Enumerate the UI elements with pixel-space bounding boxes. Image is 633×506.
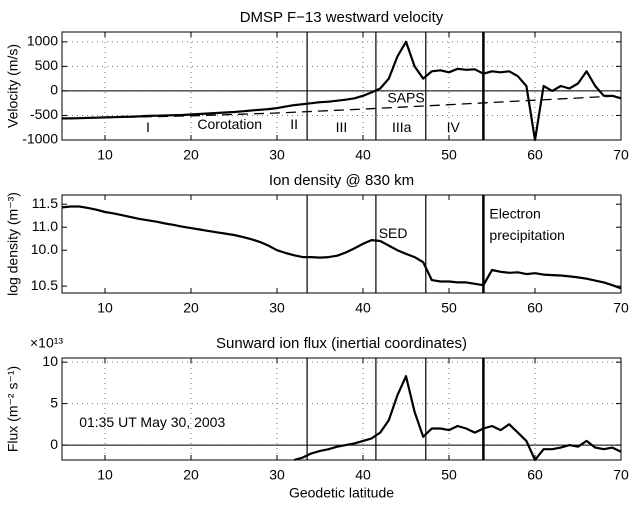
y-tick-label: -500 xyxy=(30,106,58,122)
y-tick-label: 5 xyxy=(50,394,58,410)
plot-frame xyxy=(61,357,622,461)
y-tick-label: 1000 xyxy=(27,33,58,49)
y-tick-label: 0 xyxy=(50,436,58,452)
data-line xyxy=(62,40,622,142)
x-tick-label: 40 xyxy=(355,467,371,483)
x-tick-label: 20 xyxy=(183,300,199,316)
chart-title: DMSP F−13 westward velocity xyxy=(240,9,444,26)
y-tick-label: -1000 xyxy=(22,131,58,147)
y-tick-label: 11.0 xyxy=(32,218,58,234)
x-axis-label: Geodetic latitude xyxy=(289,485,394,501)
y-tick-label: 500 xyxy=(35,57,59,73)
x-tick-label: 70 xyxy=(613,300,629,316)
annotation: III xyxy=(336,119,348,135)
x-tick-label: 30 xyxy=(269,300,285,316)
y-tick-label: 10 xyxy=(42,353,58,369)
annotation: IV xyxy=(447,119,461,135)
y-tick-label: 10.5 xyxy=(31,277,58,293)
annotation: IIIa xyxy=(392,119,412,135)
x-tick-label: 30 xyxy=(269,147,285,163)
x-tick-label: 50 xyxy=(441,300,457,316)
y-axis-label: Flux (m⁻² s⁻¹) xyxy=(5,366,21,452)
x-tick-label: 10 xyxy=(97,147,113,163)
y-tick-label: 11.5 xyxy=(32,195,58,211)
annotation: Corotation xyxy=(197,116,262,132)
plot-frame xyxy=(61,31,622,141)
data-line xyxy=(61,205,622,290)
x-tick-label: 10 xyxy=(97,300,113,316)
y-axis-label: Velocity (m/s) xyxy=(5,44,21,128)
x-tick-label: 30 xyxy=(269,467,285,483)
x-tick-label: 50 xyxy=(441,147,457,163)
y-tick-label: 10.0 xyxy=(31,241,58,257)
x-tick-label: 60 xyxy=(527,147,543,163)
x-tick-label: 60 xyxy=(527,467,543,483)
x-tick-label: 10 xyxy=(97,467,113,483)
x-tick-label: 40 xyxy=(355,300,371,316)
x-tick-label: 20 xyxy=(183,467,199,483)
x-tick-label: 60 xyxy=(527,300,543,316)
x-tick-label: 70 xyxy=(613,147,629,163)
x-tick-label: 50 xyxy=(441,467,457,483)
x-tick-label: 40 xyxy=(355,147,371,163)
data-line xyxy=(61,95,622,120)
annotation: precipitation xyxy=(489,227,565,243)
y-tick-label: 0 xyxy=(50,82,58,98)
chart-title: Sunward ion flux (inertial coordinates) xyxy=(216,335,467,352)
annotation: SED xyxy=(379,225,408,241)
annotation: 01:35 UT May 30, 2003 xyxy=(79,414,225,430)
plot-frame xyxy=(61,194,622,294)
y-axis-label: log density (m⁻³) xyxy=(5,192,21,296)
x-tick-label: 70 xyxy=(613,467,629,483)
chart-title: Ion density @ 830 km xyxy=(269,172,414,189)
annotation: Electron xyxy=(489,205,540,221)
data-line xyxy=(293,375,622,462)
annotation: II xyxy=(290,116,298,132)
y-multiplier: ×10¹³ xyxy=(30,335,63,351)
x-tick-label: 20 xyxy=(183,147,199,163)
annotation: SAPS xyxy=(387,89,424,105)
annotation: I xyxy=(146,119,150,135)
